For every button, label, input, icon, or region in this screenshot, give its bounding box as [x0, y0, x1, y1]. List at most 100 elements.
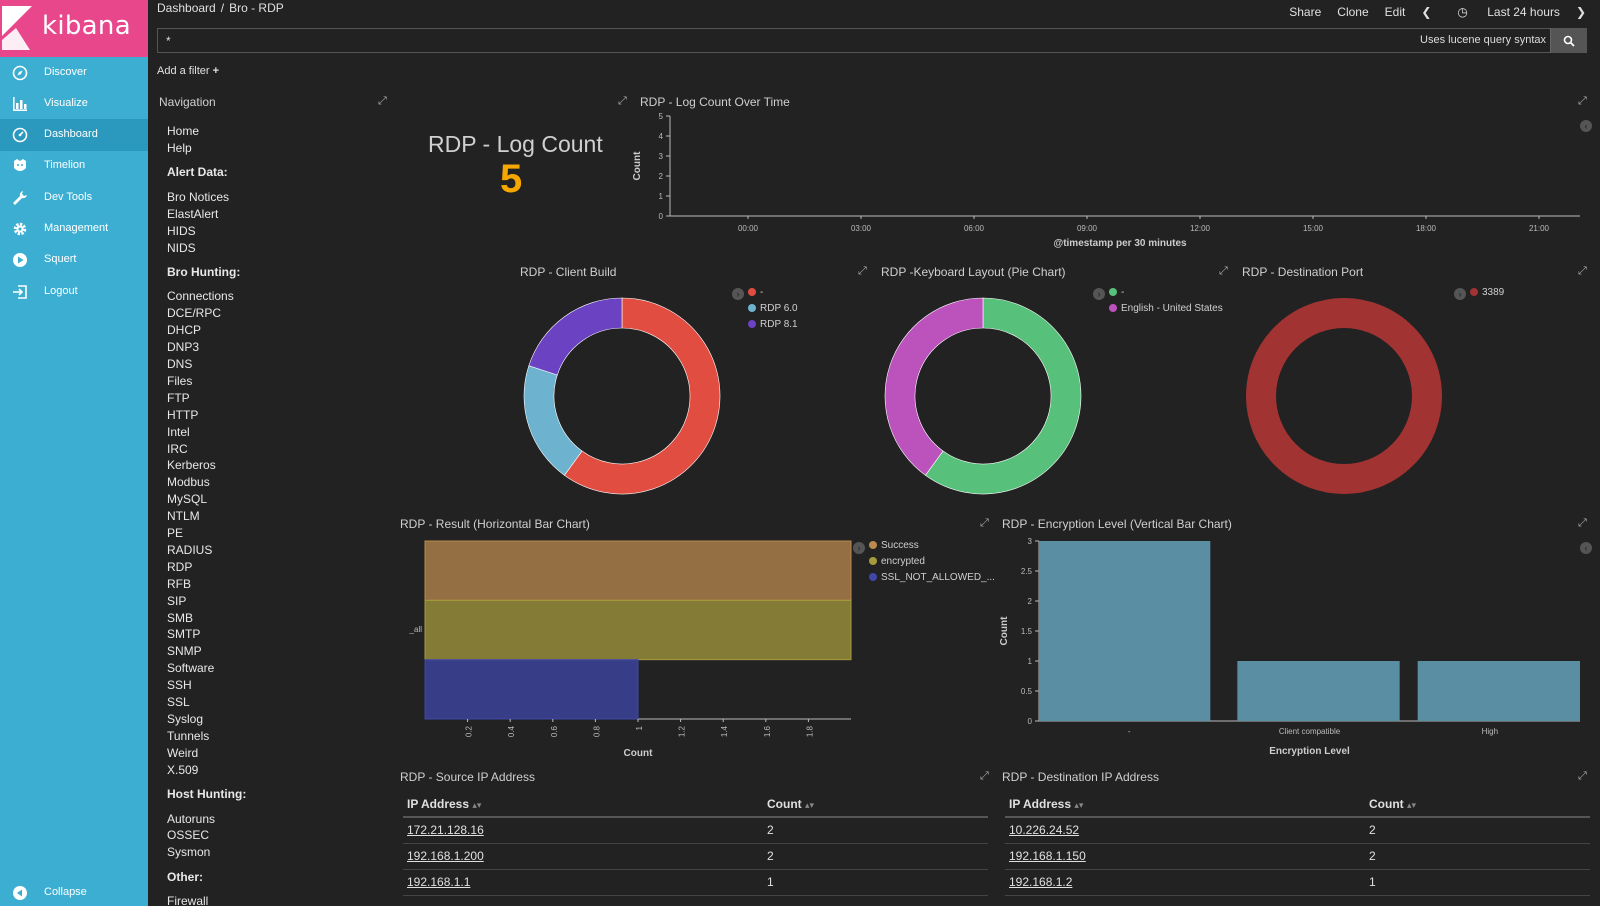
nav-link[interactable]: DNP3: [167, 340, 200, 355]
lucene-syntax-hint[interactable]: Uses lucene query syntax: [1420, 34, 1546, 46]
search-input[interactable]: [166, 31, 1366, 51]
sidebar-item-squert[interactable]: Squert: [0, 244, 148, 276]
nav-link[interactable]: DCE/RPC: [167, 306, 222, 321]
sidebar-item-management[interactable]: Management: [0, 213, 148, 245]
nav-link[interactable]: MySQL: [167, 492, 208, 507]
nav-link[interactable]: IRC: [167, 441, 188, 456]
nav-link[interactable]: Weird: [167, 745, 199, 760]
nav-link[interactable]: SMTP: [167, 627, 201, 642]
legend-item[interactable]: RDP 8.1: [748, 316, 798, 332]
edit-button[interactable]: Edit: [1384, 5, 1406, 19]
nav-link[interactable]: Syslog: [167, 711, 204, 726]
nav-link[interactable]: Sysmon: [167, 845, 211, 860]
ip-address-link[interactable]: 192.168.1.200: [407, 849, 484, 863]
nav-link[interactable]: DNS: [167, 357, 193, 371]
ip-address-link[interactable]: 172.21.128.16: [407, 823, 484, 838]
nav-link[interactable]: Connections: [167, 289, 234, 304]
nav-link[interactable]: FTP: [167, 390, 190, 405]
x-tick-label: 0.8: [592, 725, 601, 737]
nav-link[interactable]: NTLM: [167, 509, 200, 524]
ip-address-link[interactable]: 192.168.1.1: [407, 875, 471, 889]
sidebar-item-timelion[interactable]: Timelion: [0, 150, 148, 182]
expand-icon[interactable]: ⤢: [1219, 265, 1228, 277]
legend-toggle-icon[interactable]: ›: [732, 288, 744, 300]
nav-link[interactable]: Home: [167, 124, 200, 138]
expand-icon[interactable]: ⤢: [1578, 770, 1587, 782]
legend-toggle-icon[interactable]: ›: [1454, 288, 1466, 300]
nav-link[interactable]: Kerberos: [167, 458, 216, 473]
legend-item[interactable]: Success: [869, 537, 995, 553]
legend-item[interactable]: -: [748, 284, 798, 300]
nav-link[interactable]: Modbus: [167, 475, 210, 490]
nav-link[interactable]: Software: [167, 661, 215, 676]
sidebar-item-discover[interactable]: Discover: [0, 57, 148, 89]
count-header[interactable]: Count ▴▾: [1365, 791, 1590, 818]
legend-item[interactable]: encrypted: [869, 553, 995, 569]
ip-address-link[interactable]: 10.226.24.52: [1009, 823, 1080, 838]
ip-address-header[interactable]: IP Address ▴▾: [1005, 791, 1365, 818]
nav-link[interactable]: Bro Notices: [167, 189, 230, 204]
nav-link[interactable]: Firewall: [167, 894, 209, 906]
nav-link[interactable]: X.509: [167, 762, 199, 777]
clone-button[interactable]: Clone: [1337, 5, 1369, 19]
expand-icon[interactable]: ⤢: [858, 265, 867, 277]
legend-item[interactable]: English - United States: [1109, 300, 1223, 316]
nav-link[interactable]: RDP: [167, 559, 193, 574]
expand-icon[interactable]: ⤢: [1578, 517, 1587, 529]
y-axis-label: Count: [999, 616, 1010, 646]
chevron-left-icon[interactable]: ❮: [1421, 5, 1432, 19]
nav-link[interactable]: DHCP: [167, 323, 202, 338]
ip-address-header[interactable]: IP Address ▴▾: [403, 791, 763, 818]
time-picker[interactable]: ◷ Last 24 hours: [1441, 5, 1560, 19]
nav-link[interactable]: OSSEC: [167, 828, 210, 843]
expand-icon[interactable]: ⤢: [1578, 265, 1587, 277]
legend-dot-icon: [748, 320, 756, 328]
expand-icon[interactable]: ⤢: [980, 770, 989, 782]
sidebar-item-logout[interactable]: Logout: [0, 276, 148, 308]
nav-link[interactable]: HTTP: [167, 407, 199, 422]
nav-link[interactable]: ElastAlert: [167, 206, 219, 221]
ip-address-link[interactable]: 192.168.1.150: [1009, 849, 1086, 863]
legend-item[interactable]: -: [1109, 284, 1223, 300]
count-header[interactable]: Count ▴▾: [763, 791, 988, 818]
nav-link[interactable]: NIDS: [167, 240, 196, 255]
nav-link[interactable]: SSL: [167, 695, 190, 709]
legend-toggle-icon[interactable]: ›: [853, 542, 865, 554]
nav-link[interactable]: HIDS: [167, 223, 196, 238]
add-filter-button[interactable]: Add a filter +: [157, 65, 219, 77]
nav-link[interactable]: SIP: [167, 593, 187, 608]
search-button[interactable]: [1550, 28, 1586, 53]
nav-link[interactable]: SMB: [167, 610, 194, 625]
sidebar-item-dashboard[interactable]: Dashboard: [0, 119, 148, 151]
expand-icon[interactable]: ⤢: [980, 517, 989, 529]
expand-icon[interactable]: ⤢: [618, 95, 627, 107]
legend-item[interactable]: SSL_NOT_ALLOWED_...: [869, 569, 995, 585]
legend-item[interactable]: RDP 6.0: [748, 300, 798, 316]
legend-toggle-icon[interactable]: ‹: [1580, 120, 1592, 132]
nav-link[interactable]: Intel: [167, 424, 190, 439]
nav-link[interactable]: RFB: [167, 576, 191, 591]
nav-link[interactable]: PE: [167, 526, 184, 540]
chevron-right-icon[interactable]: ❯: [1575, 5, 1586, 19]
ip-address-link[interactable]: 192.168.1.2: [1009, 875, 1073, 889]
kibana-logo[interactable]: kibana: [0, 0, 148, 57]
nav-link[interactable]: RADIUS: [167, 542, 213, 557]
expand-icon[interactable]: ⤢: [1578, 95, 1587, 107]
expand-icon[interactable]: ⤢: [378, 95, 387, 107]
legend-item[interactable]: 3389: [1470, 284, 1504, 300]
legend-toggle-icon[interactable]: ›: [1093, 288, 1105, 300]
legend-toggle-icon[interactable]: ‹: [1580, 542, 1592, 554]
nav-link[interactable]: Files: [167, 373, 193, 388]
breadcrumb-root[interactable]: Dashboard: [157, 1, 216, 15]
nav-link[interactable]: SNMP: [167, 644, 202, 659]
sidebar-item-dev-tools[interactable]: Dev Tools: [0, 182, 148, 214]
table-row: 192.168.1.1 1: [403, 869, 988, 896]
nav-link[interactable]: Autoruns: [167, 811, 216, 826]
sidebar-collapse[interactable]: Collapse: [0, 881, 148, 906]
count-cell: 2: [1365, 817, 1590, 844]
sidebar-item-visualize[interactable]: Visualize: [0, 88, 148, 120]
nav-link[interactable]: SSH: [167, 678, 192, 693]
nav-link[interactable]: Tunnels: [167, 728, 210, 743]
nav-link[interactable]: Help: [167, 140, 192, 155]
share-button[interactable]: Share: [1289, 5, 1322, 19]
